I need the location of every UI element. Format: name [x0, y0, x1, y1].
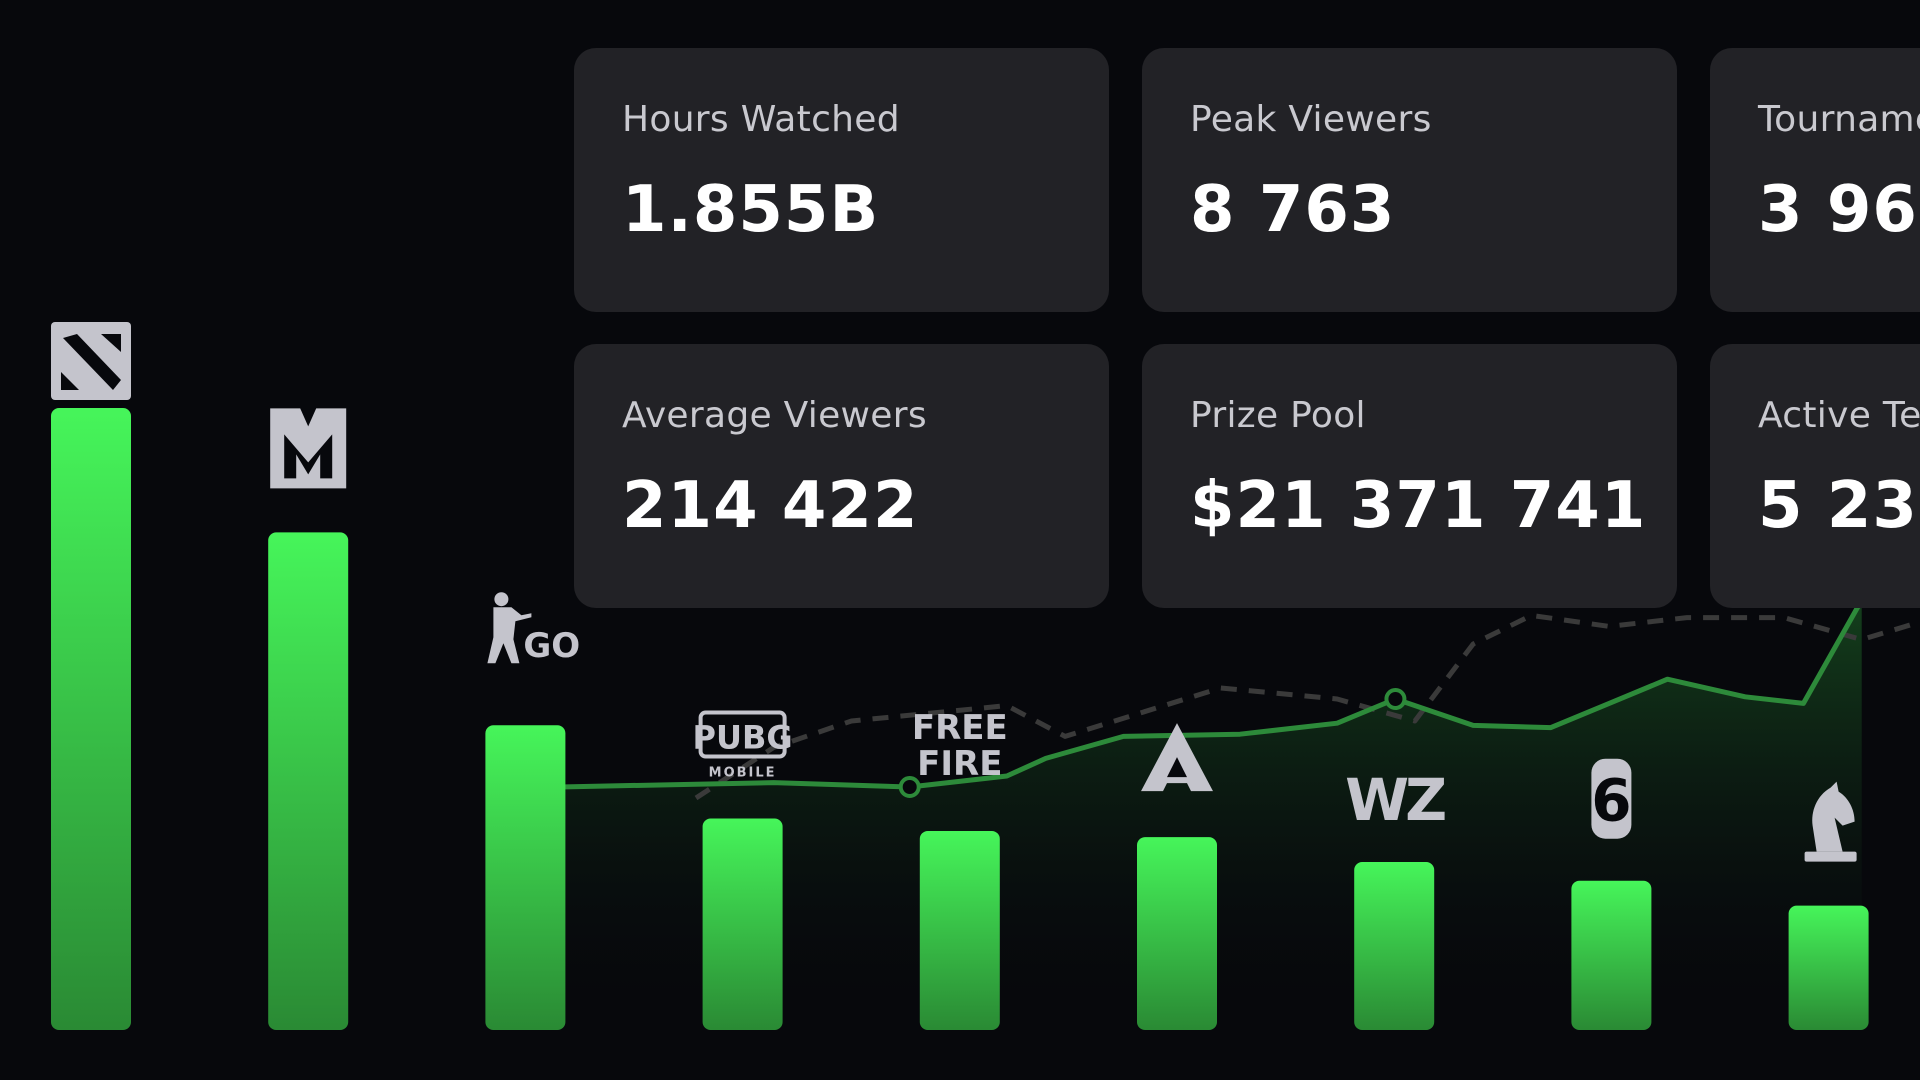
stat-card-prize-pool: Prize Pool $21 371 741	[1142, 344, 1677, 608]
stat-card-tournaments: Tourname 3 96	[1710, 48, 1920, 312]
pubg-mobile-sublabel: MOBILE	[709, 766, 777, 781]
stat-card-average-viewers: Average Viewers 214 422	[574, 344, 1109, 608]
bar-warzone	[1354, 862, 1435, 1030]
stat-card-active-teams: Active Te 5 23	[1710, 344, 1920, 608]
rainbow-six-label: 6	[1591, 767, 1631, 835]
pubg-label: PUBG	[693, 719, 793, 757]
cs-go-label: GO	[523, 626, 580, 666]
bar-apex-legends	[1137, 837, 1217, 1030]
trend-marker	[1384, 688, 1407, 710]
tournaments-label: Tourname	[1758, 99, 1920, 140]
trend-marker	[898, 776, 921, 798]
average-viewers-label: Average Viewers	[622, 395, 927, 436]
apex-legends-icon	[1141, 723, 1213, 792]
bar-rainbow-six	[1571, 880, 1652, 1030]
free-fire-label-line2: FIRE	[917, 744, 1002, 784]
stat-card-peak-viewers: Peak Viewers 8 763	[1142, 48, 1677, 312]
free-fire-label-line1: FREE	[912, 708, 1008, 748]
prize-pool-value: $21 371 741	[1190, 469, 1647, 543]
trend-line-solid	[559, 598, 1864, 790]
rainbow-six-icon: 6	[1591, 758, 1632, 839]
peak-viewers-value: 8 763	[1190, 173, 1396, 247]
warzone-icon: WZ	[1345, 766, 1449, 834]
dota-2-icon	[51, 322, 131, 400]
stat-card-hours-watched: Hours Watched 1.855B	[574, 48, 1109, 312]
hours-watched-value: 1.855B	[622, 173, 880, 247]
peak-viewers-label: Peak Viewers	[1190, 99, 1432, 140]
bar-free-fire	[919, 830, 1000, 1030]
bar-cs-go	[485, 725, 566, 1030]
bar-chess	[1788, 905, 1869, 1030]
tournaments-value: 3 96	[1758, 173, 1918, 247]
warzone-label: WZ	[1345, 766, 1445, 834]
bar-mobile-legends	[268, 532, 349, 1030]
cs-go-icon: GO	[487, 592, 580, 666]
bar-dota-2	[51, 408, 131, 1030]
average-viewers-value: 214 422	[622, 469, 919, 543]
active-teams-label: Active Te	[1758, 395, 1920, 436]
mobile-legends-icon	[270, 408, 347, 489]
hours-watched-label: Hours Watched	[622, 99, 900, 140]
chess-knight-icon	[1804, 781, 1857, 862]
trend-area	[560, 600, 1862, 1030]
pubg-mobile-icon: PUBG MOBILE	[693, 710, 793, 781]
active-teams-value: 5 23	[1758, 469, 1918, 543]
bar-pubg-mobile	[702, 818, 783, 1030]
prize-pool-label: Prize Pool	[1190, 395, 1366, 436]
trend-line-dashed	[694, 612, 1920, 801]
